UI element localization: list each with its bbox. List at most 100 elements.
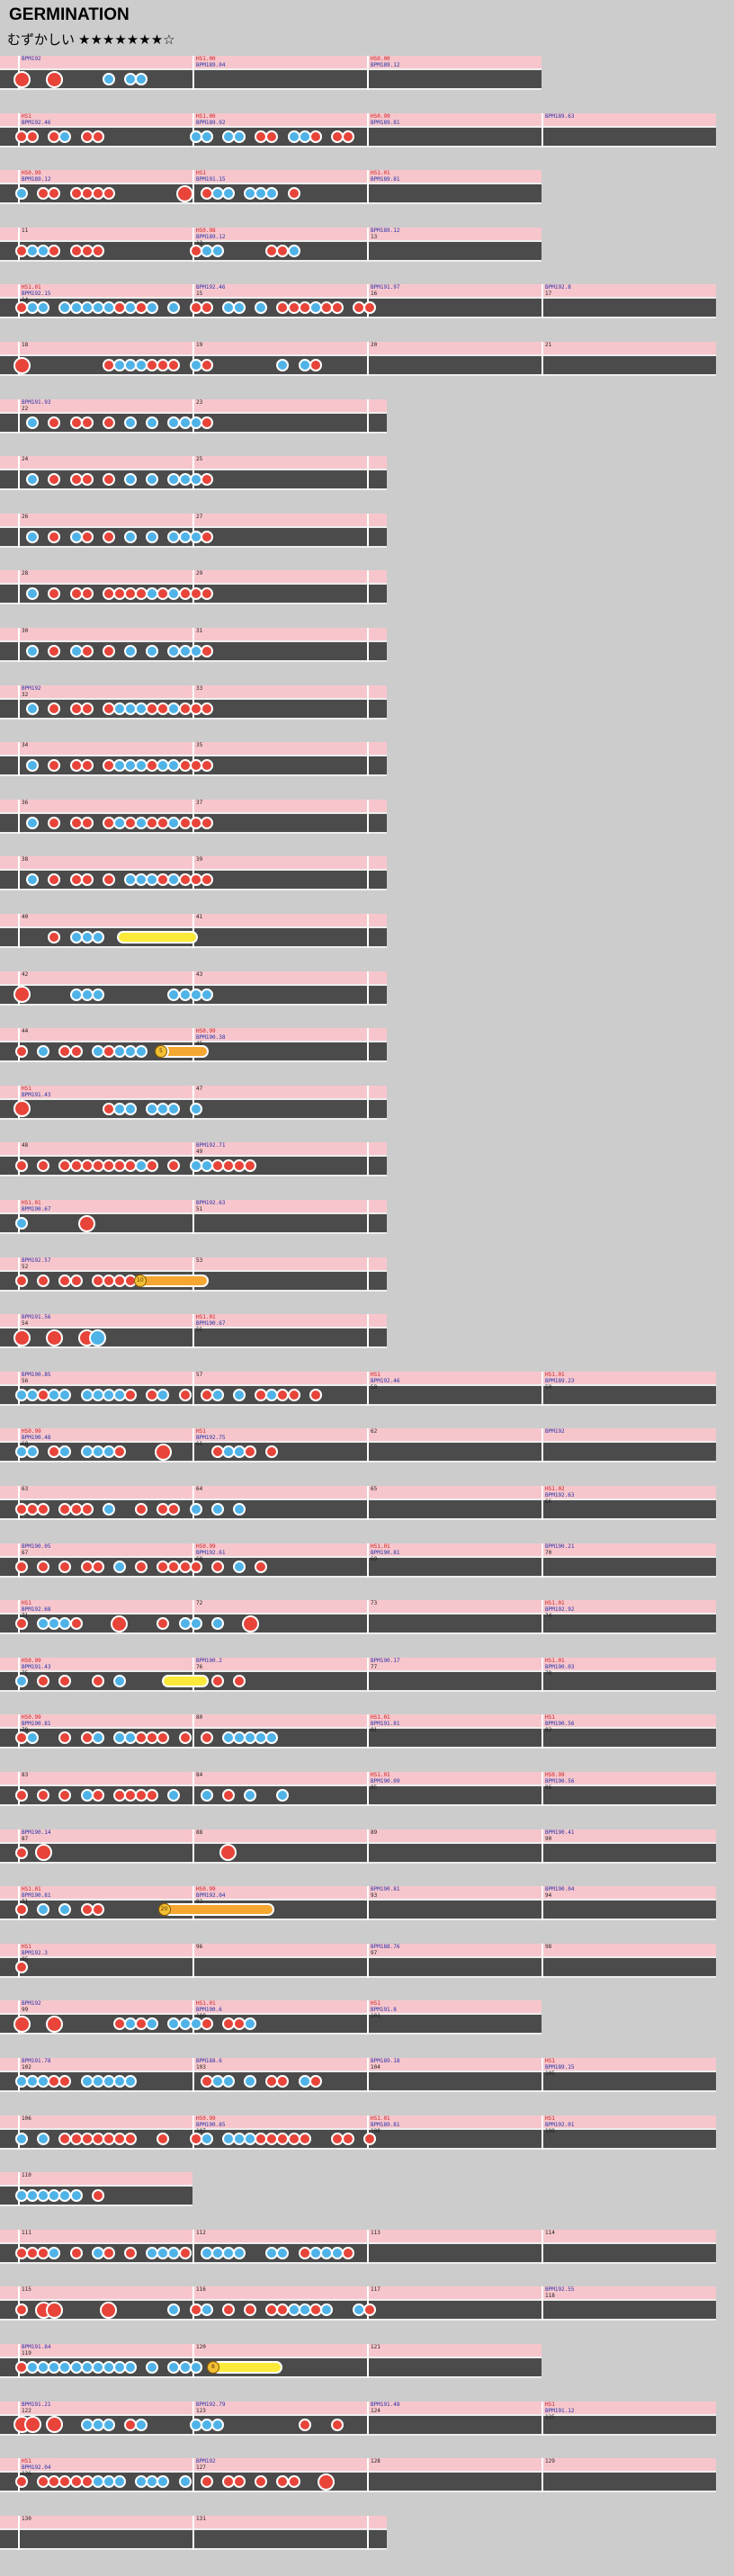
measure-label: HS0.99 BPM190.48 60 xyxy=(22,1428,51,1447)
don-note xyxy=(48,645,61,657)
chart-row: BPM192 HS1.00 BPM189.04 HS0.00 BPM189.12 xyxy=(0,56,542,92)
don-note xyxy=(80,645,94,657)
measure-number: 131 xyxy=(196,2515,206,2522)
chart-row: 115 116 117 BPM192.55 118 xyxy=(0,2286,716,2322)
barline xyxy=(367,799,369,834)
bpm-label: BPM191.43 xyxy=(22,1091,51,1098)
measure-label: HS1 BPM191.8 101 xyxy=(371,2000,397,2019)
bpm-label: BPM189.12 xyxy=(196,233,226,240)
don-note xyxy=(58,1789,72,1802)
bpm-label: BPM190.56 xyxy=(545,1778,575,1784)
chart-row: HS0.99 BPM189.12 HS1 BPM191.15 HS1.01 BPM189.… xyxy=(0,170,542,206)
ka-note xyxy=(167,2303,181,2317)
don-note xyxy=(91,1789,104,1802)
measure-band xyxy=(0,1657,716,1670)
don-note xyxy=(189,1560,202,1573)
note-lane xyxy=(0,1498,716,1520)
barline xyxy=(367,56,369,90)
don-note xyxy=(309,130,322,143)
barline xyxy=(542,342,543,376)
ka-note xyxy=(102,73,115,85)
ka-note xyxy=(200,2303,213,2317)
ka-note xyxy=(26,1445,40,1459)
bpm-label: BPM192 xyxy=(22,56,41,62)
measure-label: 19 xyxy=(196,342,202,348)
measure-number: 126 xyxy=(22,2471,31,2478)
barline xyxy=(542,284,543,319)
scroll-speed-label: HS0.99 xyxy=(196,1543,216,1550)
measure-number: 20 xyxy=(371,342,378,348)
don-note xyxy=(80,530,94,543)
ka-note xyxy=(244,1789,257,1802)
measure-number: 62 xyxy=(371,1428,378,1436)
measure-number: 87 xyxy=(22,1835,29,1842)
measure-band xyxy=(0,2172,192,2186)
measure-number: 103 xyxy=(196,2064,206,2071)
barline xyxy=(367,684,369,720)
measure-number: 110 xyxy=(22,2172,31,2179)
measure-number: 51 xyxy=(196,1206,203,1212)
barline xyxy=(18,570,20,605)
measure-number: 31 xyxy=(196,628,203,634)
measure-label: HS1.01 BPM190.67 55 xyxy=(196,1314,226,1333)
bpm-label: BPM192 xyxy=(22,2000,41,2008)
big-don-note xyxy=(111,1614,129,1632)
big-don-note xyxy=(318,2473,336,2491)
measure-label: HS1 BPM191.12 125 xyxy=(545,2402,575,2420)
ka-note xyxy=(26,645,40,657)
measure-number: 29 xyxy=(196,570,203,577)
drumroll-bar xyxy=(211,2361,283,2374)
ka-note xyxy=(146,416,159,429)
measure-number: 102 xyxy=(22,2064,31,2071)
ka-note xyxy=(200,2132,213,2145)
chart-row: BPM191.84 119 120 121 8 xyxy=(0,2344,542,2380)
bpm-label: BPM189.92 xyxy=(196,119,226,126)
don-note xyxy=(80,816,94,829)
bpm-label: BPM190.81 xyxy=(22,1721,51,1728)
measure-label: HS1.01 BPM190.09 85 xyxy=(371,1772,400,1791)
don-note xyxy=(178,1388,192,1401)
bpm-label: BPM190.09 xyxy=(371,1778,400,1784)
don-note xyxy=(48,702,61,715)
don-note xyxy=(37,1159,50,1173)
measure-label: BPM192 xyxy=(545,1428,565,1435)
measure-number: 54 xyxy=(22,1320,29,1328)
ka-note xyxy=(265,1731,279,1745)
scroll-speed-label: HS1.01 xyxy=(371,170,390,177)
scroll-speed-label: HS1 xyxy=(371,2000,380,2008)
chart-row: BPM191.21 122 BPM192.79 123 BPM191.48 124 HS1 B… xyxy=(0,2401,716,2437)
measure-label: 53 xyxy=(196,1257,202,1264)
big-don-note xyxy=(13,1100,31,1118)
measure-number: 123 xyxy=(196,2407,206,2414)
measure-label: 42 xyxy=(22,971,28,978)
measure-band xyxy=(0,1486,716,1498)
scroll-speed-label: HS1.02 xyxy=(545,1486,565,1492)
don-note xyxy=(15,1159,28,1173)
measure-number: 37 xyxy=(196,799,203,806)
barline xyxy=(542,1371,543,1406)
measure-label: BPM190.21 70 xyxy=(545,1543,575,1556)
measure-number: 52 xyxy=(22,1263,29,1270)
barline xyxy=(367,2000,369,2035)
measure-number: 67 xyxy=(22,1549,29,1556)
ka-note xyxy=(26,416,40,429)
measure-number: 40 xyxy=(22,914,29,920)
barline xyxy=(367,398,369,434)
big-don-note xyxy=(45,2015,63,2033)
barline xyxy=(542,2229,543,2264)
don-note xyxy=(287,2475,300,2489)
measure-number: 91 xyxy=(22,1899,29,1906)
big-don-note xyxy=(13,1328,31,1346)
don-note xyxy=(91,1903,104,1917)
measure-band xyxy=(0,227,542,240)
measure-band xyxy=(0,2344,542,2357)
drumroll-bar xyxy=(117,931,198,944)
measure-number: 121 xyxy=(371,2344,380,2350)
barline xyxy=(367,2458,369,2493)
scroll-speed-label: HS0.99 xyxy=(22,1428,41,1436)
bpm-label: BPM189.12 xyxy=(371,227,400,234)
measure-number: 68 xyxy=(196,1555,203,1562)
bpm-label: BPM190.48 xyxy=(22,1435,51,1442)
measure-number: 92 xyxy=(196,1899,203,1906)
bpm-label: BPM192.01 xyxy=(545,2121,575,2128)
